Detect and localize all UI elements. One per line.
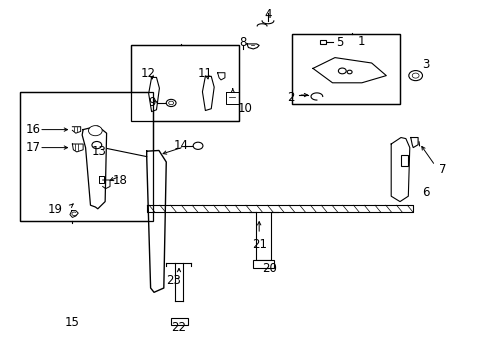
Bar	[319, 40, 325, 44]
Text: 6: 6	[421, 186, 428, 199]
Text: 11: 11	[198, 67, 212, 80]
Polygon shape	[148, 77, 159, 112]
Text: 16: 16	[26, 123, 41, 136]
Text: 7: 7	[438, 163, 446, 176]
Bar	[131, 45, 238, 121]
Text: 3: 3	[421, 58, 428, 71]
Text: 10: 10	[238, 102, 252, 115]
Circle shape	[408, 71, 422, 81]
Circle shape	[193, 142, 203, 149]
Text: 20: 20	[262, 262, 277, 275]
Text: 15: 15	[65, 316, 80, 329]
Text: 5: 5	[335, 36, 343, 49]
Polygon shape	[82, 126, 106, 209]
Bar	[171, 318, 187, 325]
Bar	[253, 260, 274, 268]
Polygon shape	[202, 76, 214, 111]
Text: 12: 12	[140, 67, 155, 80]
Text: 13: 13	[91, 145, 106, 158]
Bar	[20, 92, 152, 221]
Bar	[292, 34, 399, 104]
Circle shape	[346, 70, 351, 74]
Text: 19: 19	[47, 203, 62, 216]
Circle shape	[92, 141, 102, 149]
Text: 22: 22	[171, 321, 185, 334]
Text: 17: 17	[26, 141, 41, 154]
Text: 8: 8	[239, 36, 246, 49]
Bar	[20, 92, 152, 221]
Polygon shape	[70, 211, 78, 217]
Circle shape	[338, 68, 346, 74]
Text: 23: 23	[166, 274, 181, 287]
Circle shape	[168, 101, 173, 105]
Bar	[292, 34, 399, 104]
Text: 9: 9	[147, 96, 155, 109]
Text: 14: 14	[173, 139, 188, 152]
Bar	[131, 45, 238, 121]
Circle shape	[166, 99, 176, 107]
Text: 4: 4	[264, 8, 271, 21]
Circle shape	[88, 126, 102, 136]
Text: 2: 2	[286, 91, 294, 104]
Bar	[400, 155, 407, 166]
Text: 18: 18	[112, 174, 127, 187]
Circle shape	[411, 73, 418, 78]
Text: 1: 1	[357, 35, 365, 48]
Polygon shape	[146, 150, 166, 292]
Polygon shape	[390, 138, 409, 202]
Polygon shape	[146, 205, 412, 212]
Text: 21: 21	[251, 238, 266, 251]
